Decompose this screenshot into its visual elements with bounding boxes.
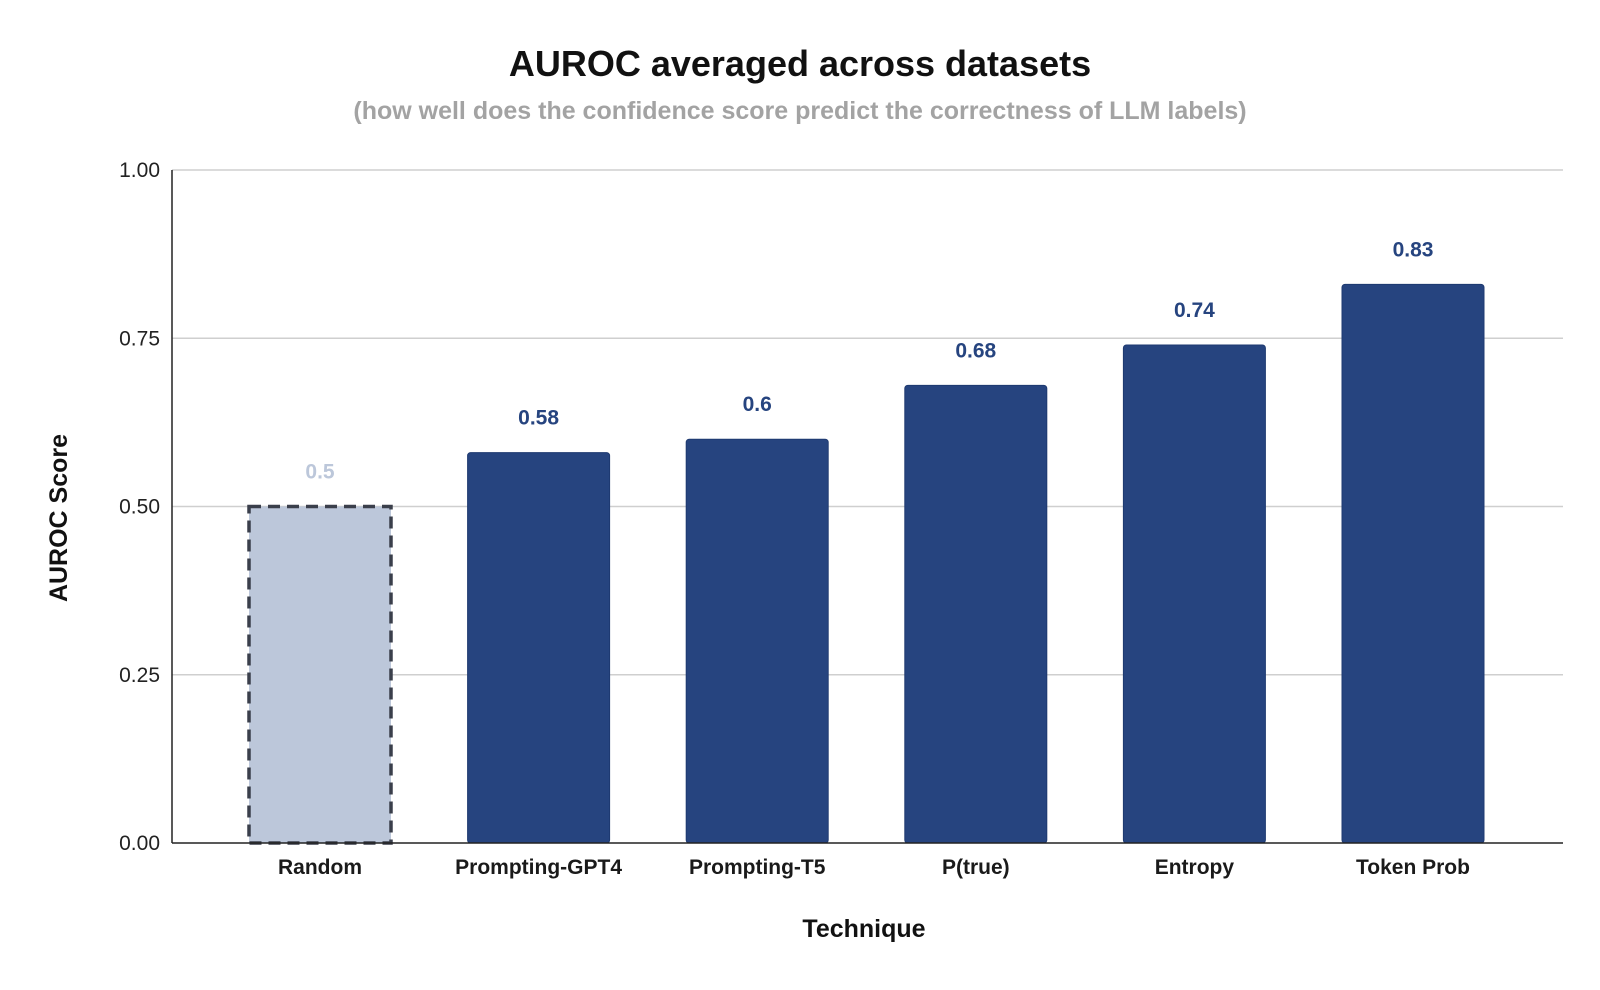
bar-prompting-t5	[685, 438, 829, 844]
x-category-label: Prompting-T5	[689, 856, 826, 879]
y-tick-label: 1.00	[119, 159, 160, 182]
y-tick-label: 0.25	[119, 664, 160, 687]
bar-p-true-	[904, 384, 1048, 844]
data-label: 0.5	[305, 461, 335, 484]
bars	[247, 283, 1485, 845]
x-category-labels: Random Prompting-GPT4 Prompting-T5 P(true) E…	[278, 856, 1470, 879]
data-label: 0.6	[743, 393, 772, 416]
gridlines	[172, 169, 1563, 676]
chart-title: AUROC averaged across datasets	[509, 43, 1091, 84]
axes	[171, 170, 1563, 844]
data-label: 0.68	[955, 339, 996, 362]
y-tick-label: 0.50	[119, 496, 160, 519]
bar-entropy	[1122, 344, 1266, 844]
y-tick-label: 0.00	[119, 832, 160, 855]
data-labels: 0.5 0.58 0.6 0.68 0.74 0.83	[305, 238, 1433, 483]
chart-subtitle: (how well does the confidence score pred…	[353, 97, 1246, 125]
y-axis-title: AUROC Score	[45, 434, 73, 602]
x-category-label: P(true)	[942, 856, 1010, 879]
bar-prompting-gpt4	[467, 452, 611, 844]
x-category-label: Token Prob	[1356, 856, 1470, 879]
data-label: 0.83	[1393, 238, 1434, 261]
data-label: 0.58	[518, 407, 559, 430]
x-category-label: Random	[278, 856, 362, 879]
data-label: 0.74	[1174, 299, 1215, 322]
y-tick-labels: 0.00 0.25 0.50 0.75 1.00	[119, 159, 160, 855]
x-category-label: Entropy	[1155, 856, 1235, 879]
y-tick-label: 0.75	[119, 327, 160, 350]
bar-token-prob	[1341, 283, 1485, 844]
x-axis-title: Technique	[802, 915, 925, 943]
x-category-label: Prompting-GPT4	[455, 856, 622, 879]
bar-random	[247, 504, 393, 845]
